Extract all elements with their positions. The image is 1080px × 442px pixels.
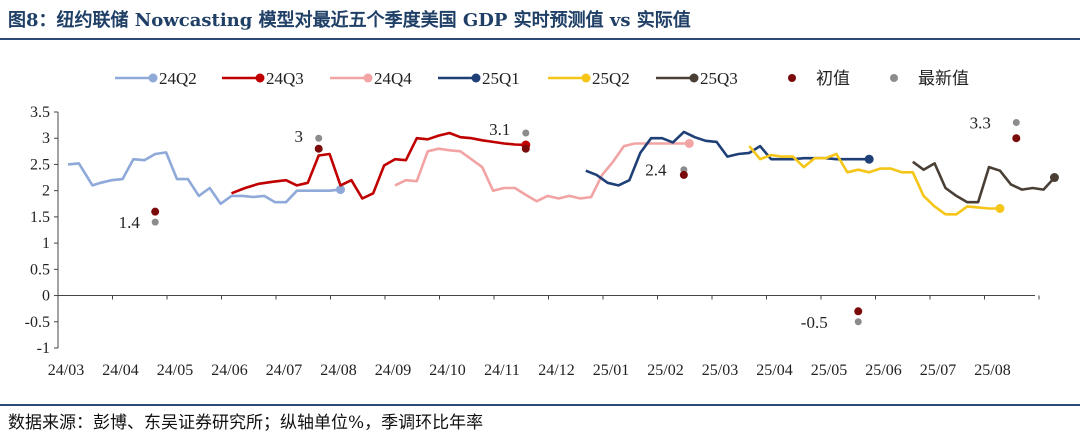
- legend-swatch-marker: [255, 73, 265, 83]
- series-line-24Q2: [67, 151, 341, 206]
- x-tick-label: 24/08: [320, 362, 356, 379]
- legend-swatch-marker: [890, 74, 898, 82]
- latest-value-point: [522, 129, 530, 137]
- x-tick-label: 25/05: [811, 362, 847, 379]
- y-tick-label: 0: [42, 288, 50, 305]
- series-end-marker-24Q2: [336, 185, 345, 195]
- x-tick-label: 25/03: [702, 362, 738, 379]
- x-tick-label: 25/02: [647, 362, 683, 379]
- legend-item-最新值: 最新值: [890, 69, 969, 88]
- legend-item-25Q1: 25Q1: [438, 69, 520, 88]
- legend-label: 25Q3: [700, 69, 738, 88]
- series-end-marker-25Q1: [864, 154, 874, 164]
- series-end-marker-25Q3: [1049, 173, 1059, 183]
- data-label: 3.1: [489, 120, 510, 139]
- gdp-nowcast-chart: 24Q2 24Q3 24Q4 25Q1 25Q2 25Q3 初值 最新值 -1 -0.5 0 0.5…: [25, 69, 1059, 379]
- axes: -1 -0.5 0 0.5 1 1.5 2 2.5 3 3.5 24/03 24/04 24/05 24/…: [25, 104, 1040, 379]
- latest-value-point: [151, 218, 159, 226]
- source-note: 数据来源：彭博、东吴证券研究所；纵轴单位%，季调环比年率: [8, 413, 484, 433]
- x-tick-label: 24/05: [157, 362, 193, 379]
- latest-value-point: [854, 318, 862, 326]
- data-label: 3: [294, 127, 303, 146]
- legend-label: 初值: [816, 69, 850, 88]
- legend-item-24Q3: 24Q3: [222, 69, 304, 88]
- x-tick-label: 24/03: [48, 362, 84, 379]
- legend-swatch-marker: [581, 73, 591, 83]
- legend-swatch-marker: [471, 73, 481, 83]
- legend-swatch-marker: [363, 73, 373, 83]
- x-tick-label: 24/11: [484, 362, 520, 379]
- y-tick-label: -0.5: [25, 314, 50, 331]
- x-tick-label: 25/04: [756, 362, 792, 379]
- initial-value-point: [151, 207, 160, 216]
- x-tick-label: 24/10: [429, 362, 465, 379]
- x-tick-label: 24/06: [211, 362, 247, 379]
- legend-item-24Q2: 24Q2: [115, 69, 197, 88]
- y-tick-label: 0.5: [30, 261, 50, 278]
- series-line-24Q3: [231, 131, 526, 200]
- series-end-marker-25Q2: [995, 203, 1005, 213]
- legend-label: 24Q3: [266, 69, 304, 88]
- y-tick-label: 2.5: [30, 156, 50, 173]
- title-rule: [0, 38, 1080, 40]
- latest-value-point: [1012, 118, 1020, 126]
- legend-swatch-marker: [788, 74, 796, 82]
- legend-label: 24Q2: [159, 69, 197, 88]
- value-markers: [151, 118, 1021, 326]
- x-tick-label: 25/06: [865, 362, 901, 379]
- data-label: 2.4: [645, 161, 667, 180]
- x-tick-label: 25/01: [593, 362, 629, 379]
- data-label: 3.3: [970, 113, 991, 132]
- initial-value-point: [679, 170, 688, 179]
- footer-rule: [0, 404, 1080, 406]
- y-tick-label: 2: [42, 183, 50, 200]
- legend-item-初值: 初值: [788, 69, 850, 88]
- data-labels: 1.4 3 3.1 2.4 -0.5 3.3: [119, 113, 991, 331]
- y-tick-label: 3: [42, 130, 50, 147]
- series-lines: [67, 130, 1059, 216]
- series-line-24Q4: [394, 142, 690, 203]
- legend-swatch-marker: [148, 73, 158, 83]
- legend-label: 24Q4: [374, 69, 412, 88]
- page-title: 图8：纽约联储 Nowcasting 模型对最近五个季度美国 GDP 实时预测值…: [8, 10, 691, 31]
- initial-value-point: [1012, 134, 1021, 143]
- initial-value-point: [854, 307, 863, 316]
- series-line-25Q2: [748, 145, 1000, 216]
- initial-value-point: [314, 144, 323, 153]
- x-tick-label: 24/12: [538, 362, 574, 379]
- x-tick-label: 25/08: [974, 362, 1010, 379]
- data-label: -0.5: [801, 313, 828, 332]
- legend-label: 25Q2: [592, 69, 630, 88]
- legend-label: 最新值: [918, 69, 969, 88]
- legend-swatch-marker: [689, 73, 699, 83]
- latest-value-point: [315, 134, 323, 142]
- y-tick-label: -1: [37, 340, 50, 357]
- x-tick-label: 24/07: [266, 362, 302, 379]
- x-tick-label: 25/07: [920, 362, 956, 379]
- y-tick-label: 1: [42, 235, 50, 252]
- x-tick-label: 24/09: [375, 362, 411, 379]
- legend-label: 25Q1: [482, 69, 520, 88]
- legend-item-25Q2: 25Q2: [548, 69, 630, 88]
- x-tick-label: 24/04: [102, 362, 138, 379]
- y-tick-label: 3.5: [30, 104, 50, 121]
- legend-item-24Q4: 24Q4: [330, 69, 412, 88]
- legend: 24Q2 24Q3 24Q4 25Q1 25Q2 25Q3 初值 最新值: [115, 69, 969, 88]
- legend-item-25Q3: 25Q3: [656, 69, 738, 88]
- series-end-marker-24Q4: [684, 138, 694, 148]
- y-tick-label: 1.5: [30, 209, 50, 226]
- series-line-25Q3: [912, 160, 1056, 204]
- data-label: 1.4: [119, 213, 141, 232]
- initial-value-point: [521, 144, 530, 153]
